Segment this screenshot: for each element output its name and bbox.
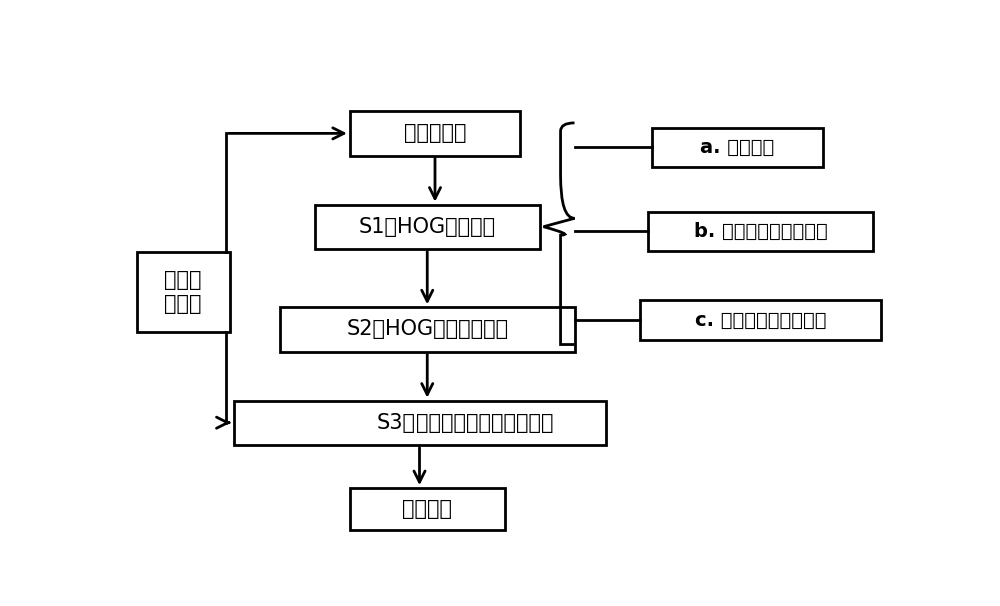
Bar xyxy=(652,127,822,167)
Bar xyxy=(648,211,873,251)
Text: S3：: S3： xyxy=(377,413,416,433)
Text: 待处理图像: 待处理图像 xyxy=(404,124,466,144)
Text: b. 梯度大小、方向计算: b. 梯度大小、方向计算 xyxy=(694,222,827,241)
Text: c. 方向直方图分类叠加: c. 方向直方图分类叠加 xyxy=(695,310,826,330)
Text: a. 基元划分: a. 基元划分 xyxy=(700,138,774,157)
Bar xyxy=(137,252,230,331)
Text: 背景更
新校正: 背景更 新校正 xyxy=(164,270,202,314)
Bar xyxy=(280,307,574,351)
Bar xyxy=(234,401,606,445)
Bar xyxy=(315,205,540,249)
Bar xyxy=(350,488,505,530)
Text: S1：HOG特征提取: S1：HOG特征提取 xyxy=(359,217,496,237)
Text: 二值化、分割、轮廓提取: 二值化、分割、轮廓提取 xyxy=(416,413,553,433)
Text: S2：HOG特征差异计算: S2：HOG特征差异计算 xyxy=(346,319,508,339)
Bar xyxy=(350,112,520,156)
Bar xyxy=(640,300,881,340)
Text: 处理完成: 处理完成 xyxy=(402,499,452,519)
